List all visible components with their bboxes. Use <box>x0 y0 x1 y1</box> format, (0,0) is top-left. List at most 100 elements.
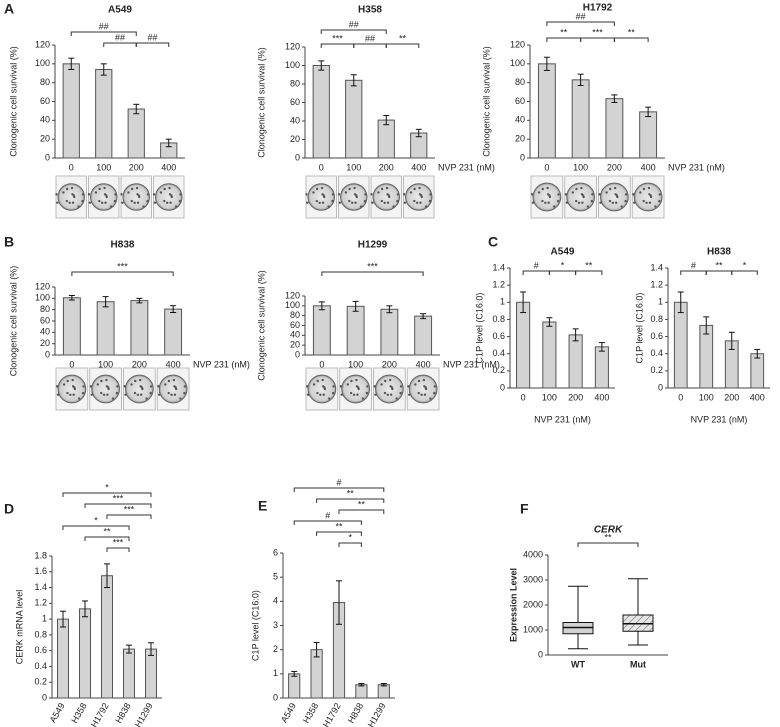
y-tick-label: 0 <box>42 692 47 702</box>
colony-spot <box>94 191 98 194</box>
colony-spot <box>88 201 92 204</box>
bar <box>346 305 365 356</box>
x-tick-label: H358 <box>301 701 320 725</box>
significance-bracket <box>71 271 174 276</box>
colony-spot <box>363 199 367 203</box>
x-tick-label: 400 <box>416 359 431 369</box>
colony-spot <box>371 201 374 204</box>
colony-dish <box>405 183 433 211</box>
y-tick-label: 0 <box>273 692 278 702</box>
colony-spot <box>115 391 119 395</box>
significance-bracket <box>70 31 137 36</box>
x-tick-label: 0 <box>69 162 74 172</box>
panel-label: D <box>4 501 14 517</box>
y-tick-label: 1.6 <box>34 566 47 576</box>
colony-spot <box>136 393 140 396</box>
x-tick-label: H838 <box>113 701 132 725</box>
colony-spot <box>424 205 428 208</box>
colony-spot <box>608 199 612 203</box>
colony-spot <box>104 201 107 204</box>
colony-spot <box>124 393 127 396</box>
colony-spot <box>111 397 115 400</box>
colony-spot <box>364 193 367 196</box>
y-tick-label: 1.2 <box>650 280 663 290</box>
colony-spot <box>611 201 615 204</box>
significance-label: # <box>691 260 696 270</box>
colony-spot <box>167 379 171 383</box>
colony-spot <box>312 383 316 386</box>
colony-spot <box>633 201 636 204</box>
colony-spot <box>350 391 353 395</box>
chart-title: H1299 <box>358 240 388 251</box>
colony-spot <box>65 187 69 191</box>
colony-spot <box>350 201 354 204</box>
panel-label: A <box>4 1 14 17</box>
colony-spot <box>152 193 156 196</box>
colony-spot <box>139 385 142 388</box>
y-tick-label: 60 <box>515 96 525 106</box>
colony-spot <box>153 201 157 204</box>
panel-label: B <box>4 234 14 250</box>
colony-spot <box>134 379 137 383</box>
colony-spot <box>164 383 167 386</box>
significance-bracket <box>353 43 387 48</box>
y-axis-label: Clonogenic cell survival (%) <box>256 270 266 381</box>
colony-dish <box>340 183 368 211</box>
significance-bracket <box>293 487 385 492</box>
x-axis-label: NVP 231 (nM) <box>193 359 250 369</box>
significance-label: # <box>336 477 341 487</box>
y-tick-label: 60 <box>40 315 50 325</box>
colony-spot <box>105 385 109 388</box>
colony-spot <box>359 205 363 208</box>
colony-image <box>55 175 87 219</box>
x-tick-label: 400 <box>641 162 656 172</box>
y-tick-label: 40 <box>290 115 300 125</box>
colony-spot <box>305 385 309 388</box>
colony-spot <box>632 193 635 196</box>
colony-spot <box>81 193 85 196</box>
colony-image <box>631 175 665 219</box>
colony-spot <box>418 193 422 196</box>
colony-dish <box>122 183 150 211</box>
colony-spot <box>165 201 169 204</box>
y-tick-label: 0.6 <box>34 645 47 655</box>
colony-spot <box>575 187 578 191</box>
colony-spot <box>365 391 369 395</box>
colony-spot <box>327 397 331 400</box>
colony-spot <box>322 393 325 396</box>
colony-spot <box>386 393 390 396</box>
colony-spot <box>163 187 166 191</box>
colony-spot <box>546 193 550 196</box>
colony-image <box>370 175 402 219</box>
significance-bracket <box>106 514 152 519</box>
colony-spot <box>374 393 377 396</box>
colony-spot <box>395 397 398 400</box>
colony-spot <box>420 393 423 396</box>
y-tick-label: 120 <box>285 41 300 51</box>
significance-label: *** <box>117 261 128 271</box>
bar <box>312 305 331 356</box>
bar <box>62 63 80 159</box>
colony-spot <box>178 199 182 203</box>
y-tick-label: 40 <box>40 327 50 337</box>
colony-spot <box>580 186 583 190</box>
colony-spot <box>102 393 106 396</box>
colony-spot <box>316 391 319 395</box>
significance-bracket <box>320 43 355 48</box>
colony-spot <box>123 385 126 388</box>
colony-dish <box>90 183 118 211</box>
colony-spot <box>87 193 91 196</box>
colony-spot <box>414 383 417 386</box>
x-tick-label: 0 <box>678 392 683 402</box>
significance-bracket <box>103 42 137 47</box>
colony-spot <box>318 201 321 204</box>
significance-bracket <box>385 43 420 48</box>
colony-image <box>89 367 122 411</box>
colony-spot <box>402 193 406 196</box>
colony-spot <box>116 385 119 388</box>
x-tick-label: H838 <box>346 701 365 725</box>
y-tick-label: 1.8 <box>34 550 47 560</box>
y-tick-label: 0.6 <box>650 331 663 341</box>
panel-label: E <box>258 498 267 514</box>
colony-spot <box>157 385 160 388</box>
